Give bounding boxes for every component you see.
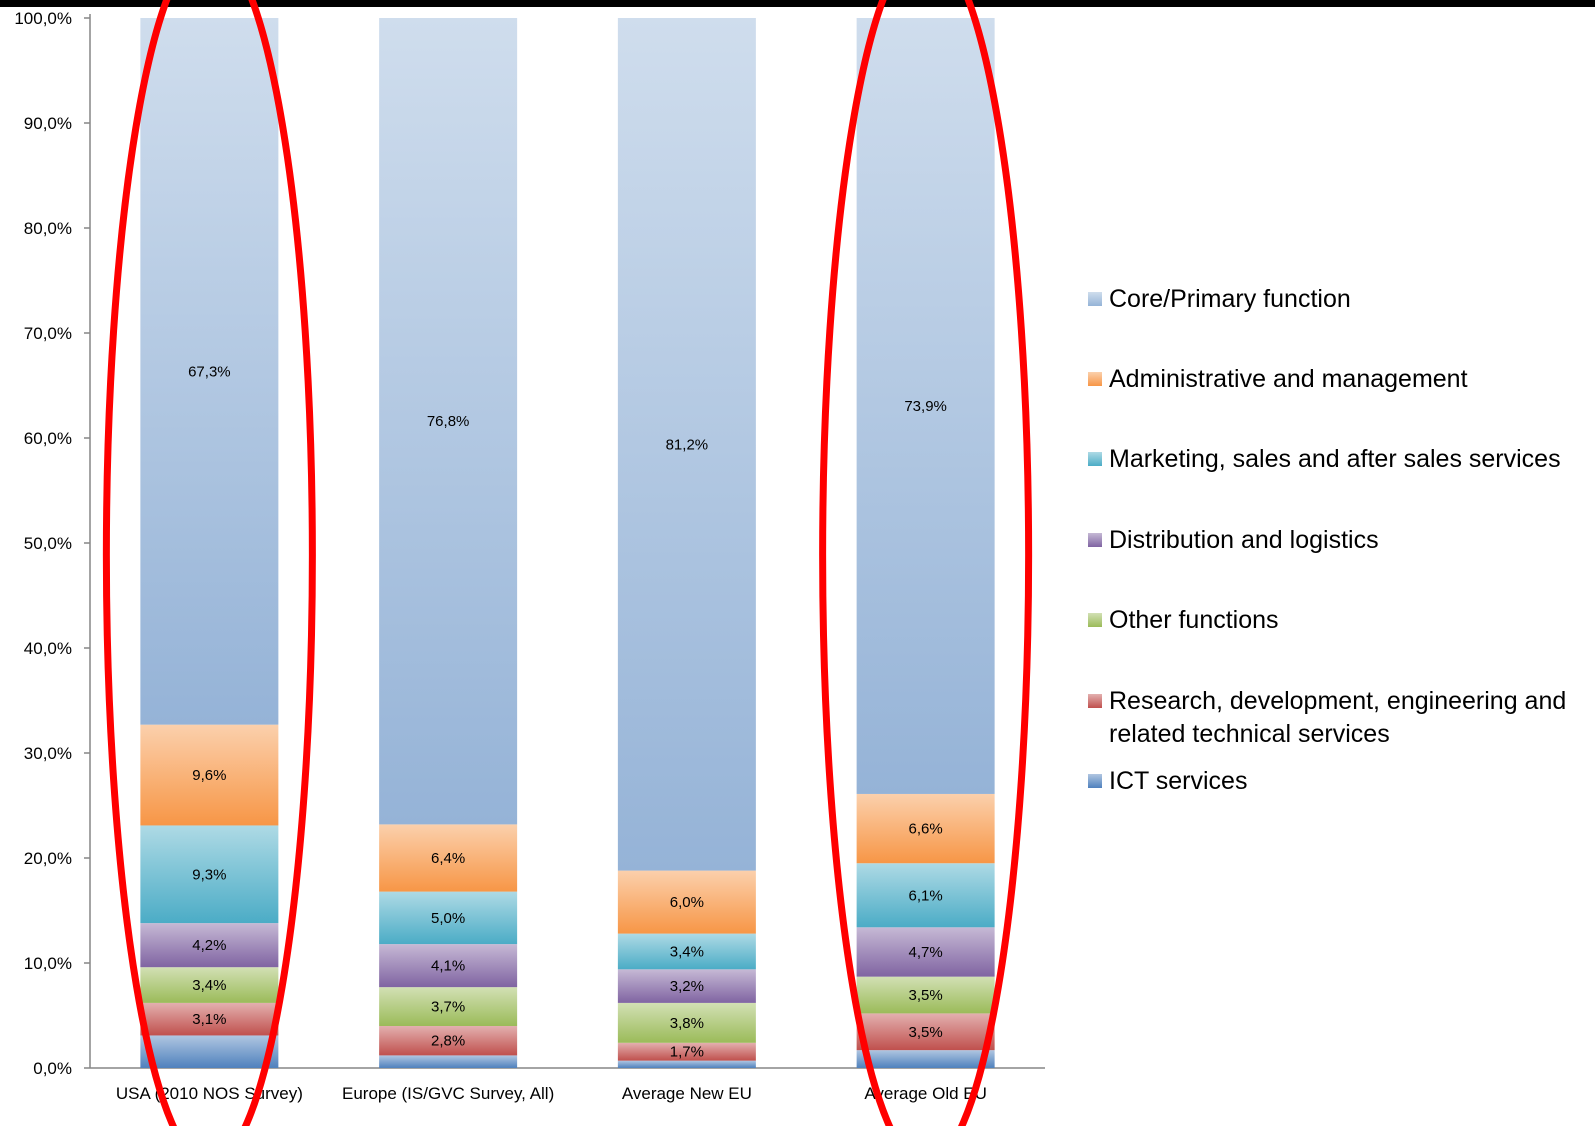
bar-segment-core-primary-function	[140, 18, 279, 725]
legend-label-administrative-and-management: Administrative and management	[1109, 365, 1468, 393]
bar-segment-administrative-and-management	[856, 793, 995, 864]
bar-segment-research-development-engineering-and-related-technical-services	[379, 1026, 518, 1056]
top-border	[0, 0, 1595, 7]
bar-segment-administrative-and-management	[140, 724, 279, 826]
bar-segment-other-functions	[140, 967, 279, 1003]
highlight-ellipses	[102, 0, 1033, 1126]
legend-label-distribution-and-logistics: Distribution and logistics	[1109, 526, 1379, 554]
bar-segment-administrative-and-management	[379, 824, 518, 892]
x-category-label: Europe (IS/GVC Survey, All)	[342, 1084, 554, 1103]
legend-swatch-core-primary-function	[1088, 292, 1102, 306]
data-label: 3,8%	[670, 1015, 704, 1032]
bar-segment-distribution-and-logistics	[617, 969, 756, 1003]
bar-segment-distribution-and-logistics	[856, 927, 995, 977]
y-tick-label: 90,0%	[24, 114, 72, 133]
bar-segment-marketing-sales-and-after-sales-services	[379, 891, 518, 945]
bar-segment-distribution-and-logistics	[379, 944, 518, 988]
data-label: 1,7%	[670, 1044, 704, 1061]
x-category-label: Average Old EU	[864, 1084, 987, 1103]
bar-segment-ict-services	[856, 1050, 995, 1068]
legend-label-research-development-engineering-and-related-technical-services: Research, development, engineering and re…	[1109, 687, 1566, 748]
legend-swatch-distribution-and-logistics	[1088, 533, 1102, 547]
bar-segment-research-development-engineering-and-related-technical-services	[140, 1002, 279, 1036]
legend-label-other-functions: Other functions	[1109, 606, 1279, 634]
bar-segment-research-development-engineering-and-related-technical-services	[617, 1042, 756, 1061]
highlight-ellipse	[819, 0, 1033, 1126]
data-label: 3,7%	[431, 999, 465, 1016]
data-label: 3,4%	[670, 943, 704, 960]
x-category-label: Average New EU	[622, 1084, 752, 1103]
bar-segment-ict-services	[617, 1060, 756, 1068]
highlight-ellipse	[102, 0, 316, 1126]
data-label: 6,4%	[431, 850, 465, 867]
data-label: 81,2%	[666, 436, 709, 453]
data-label: 4,2%	[192, 937, 226, 954]
legend-swatch-research-development-engineering-and-related-technical-services	[1088, 694, 1102, 708]
data-label: 3,5%	[909, 987, 943, 1004]
data-label: 4,1%	[431, 958, 465, 975]
data-label: 67,3%	[188, 363, 231, 380]
bar-segment-distribution-and-logistics	[140, 923, 279, 968]
data-label: 3,2%	[670, 978, 704, 995]
bar-segment-marketing-sales-and-after-sales-services	[856, 863, 995, 928]
data-label: 3,5%	[909, 1024, 943, 1041]
bar-segment-marketing-sales-and-after-sales-services	[140, 825, 279, 924]
bar-segment-other-functions	[379, 987, 518, 1026]
bar-segment-core-primary-function	[379, 18, 518, 825]
data-label: 76,8%	[427, 413, 470, 430]
data-label: 6,0%	[670, 894, 704, 911]
bar-segment-administrative-and-management	[617, 870, 756, 934]
data-label: 9,6%	[192, 767, 226, 784]
y-tick-label: 40,0%	[24, 639, 72, 658]
data-label: 6,6%	[909, 821, 943, 838]
y-tick-label: 60,0%	[24, 429, 72, 448]
bar-segment-core-primary-function	[617, 18, 756, 871]
y-tick-label: 80,0%	[24, 219, 72, 238]
data-label: 6,1%	[909, 887, 943, 904]
y-tick-label: 10,0%	[24, 954, 72, 973]
legend-label-ict-services: ICT services	[1109, 767, 1247, 795]
bar-segment-marketing-sales-and-after-sales-services	[617, 933, 756, 970]
data-label: 2,8%	[431, 1033, 465, 1050]
data-label: 5,0%	[431, 910, 465, 927]
y-tick-label: 100,0%	[14, 9, 72, 28]
y-tick-label: 50,0%	[24, 534, 72, 553]
axes: 0,0% 10,0% 20,0% 30,0% 40,0% 50,0% 60,0% 70,0% 8…	[14, 9, 1045, 1103]
y-tick-label: 20,0%	[24, 849, 72, 868]
bar-segment-research-development-engineering-and-related-technical-services	[856, 1013, 995, 1051]
y-tick-label: 0,0%	[33, 1059, 72, 1078]
bar-segment-core-primary-function	[856, 18, 995, 794]
legend-label-core-primary-function: Core/Primary function	[1109, 285, 1351, 313]
data-label: 9,3%	[192, 866, 226, 883]
legend-swatch-administrative-and-management	[1088, 372, 1102, 386]
data-label: 73,9%	[904, 398, 947, 415]
x-category-label: USA (2010 NOS Survey)	[116, 1084, 303, 1103]
data-label: 3,1%	[192, 1011, 226, 1028]
data-label: 3,4%	[192, 977, 226, 994]
legend-swatch-other-functions	[1088, 613, 1102, 627]
bar-segment-ict-services	[379, 1055, 518, 1068]
legend-swatch-marketing-sales-and-after-sales-services	[1088, 452, 1102, 466]
legend: Core/Primary function Administrative and …	[1088, 285, 1566, 795]
legend-label-marketing-sales-and-after-sales-services: Marketing, sales and after sales service…	[1109, 445, 1561, 473]
bar-segment-other-functions	[856, 976, 995, 1014]
data-labels: 3,1% 3,4% 4,2% 9,3% 9,6% 67,3% 2,8% 3,7% 4,1% 5,0…	[188, 363, 947, 1060]
bar-segment-ict-services	[140, 1035, 279, 1068]
y-tick-label: 70,0%	[24, 324, 72, 343]
bar-segment-other-functions	[617, 1002, 756, 1043]
legend-swatch-ict-services	[1088, 774, 1102, 788]
data-label: 4,7%	[909, 944, 943, 961]
y-tick-label: 30,0%	[24, 744, 72, 763]
bars	[140, 18, 995, 1068]
